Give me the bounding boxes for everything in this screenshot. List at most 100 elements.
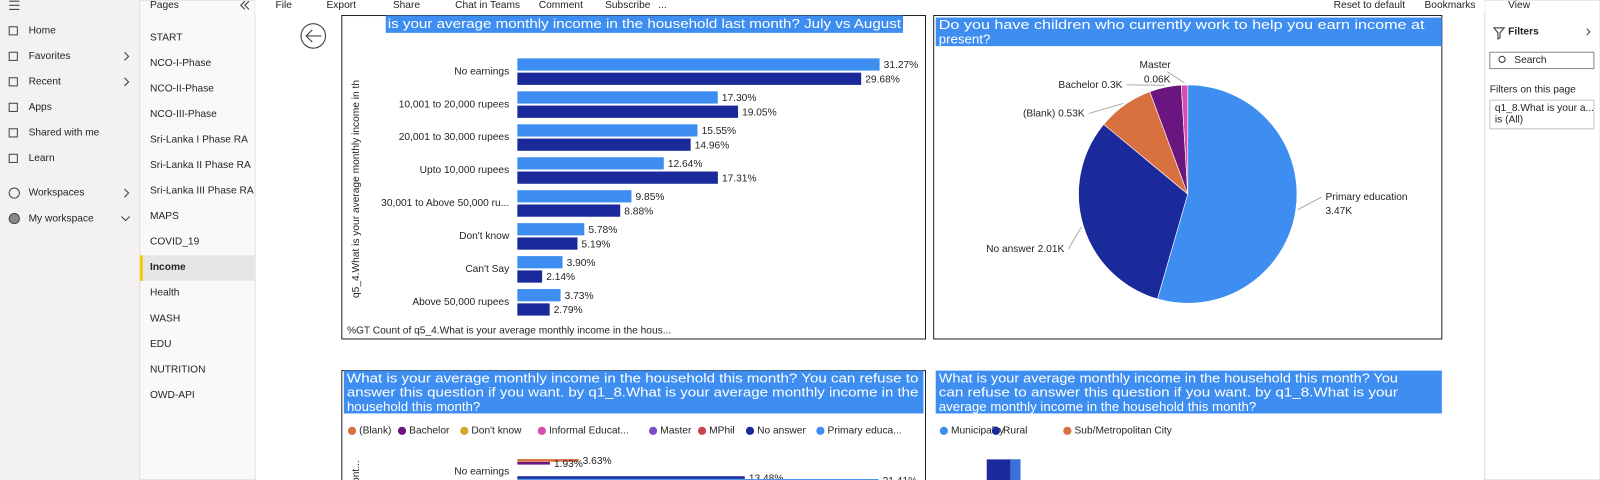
category-label: No earnings [454,66,509,77]
y-axis-title: q5_4.What is your average monthly income… [351,80,362,298]
legend-marker [648,426,658,435]
bar [517,171,718,184]
nav-item[interactable]: Shared with me [29,128,100,139]
legend-marker [397,426,407,435]
page-tab[interactable]: COVID_19 [150,237,200,248]
toolbar-button[interactable]: File [276,0,293,11]
filters-section: Filters on this page [1490,85,1576,96]
bar [517,124,698,137]
legend-label: Master [660,426,692,437]
page-tab[interactable]: WASH [150,313,180,324]
page-tab[interactable]: OWD-API [150,390,195,401]
leader-line [1088,102,1124,114]
title-bar [385,15,904,33]
legend-label: Primary educa... [828,426,902,437]
page-tab[interactable]: NUTRITION [150,364,205,375]
page-tab[interactable]: MAPS [150,211,179,222]
filter-card[interactable] [1489,99,1595,130]
chevron [124,188,130,198]
page-tab[interactable]: NCO-III-Phase [150,109,217,120]
nav-icon [8,26,18,36]
title-bar [935,17,1442,47]
nav-icon [8,77,18,87]
toolbar-button[interactable]: Share [393,0,421,11]
page-tab[interactable]: Sri-Lanka II Phase RA [150,160,251,171]
slice-label: Primary education [1326,192,1408,203]
filter-field: q1_8.What is your a... [1495,103,1594,114]
data-label: 9.85% [636,192,665,203]
toolbar-button[interactable]: Subscribe [605,0,651,11]
nav-item[interactable]: Workspaces [29,188,85,199]
nav-item[interactable]: Home [29,26,57,37]
data-label: 2.79% [554,305,583,316]
toolbar-button[interactable]: Export [327,0,357,11]
data-label: 21.41% [883,476,918,480]
column-fragment [1010,459,1021,480]
hamburger[interactable] [9,0,20,10]
slice-value: 3.47K [1326,206,1353,217]
legend-marker [745,426,755,435]
bar [517,105,739,118]
slice-category: (Blank) [1023,108,1055,119]
data-label: 13.48% [749,473,784,480]
nav-item[interactable]: My workspace [29,213,94,224]
chevron [124,51,130,61]
data-label: 5.78% [588,225,617,236]
legend-marker [537,426,546,435]
data-label: 29.68% [865,74,900,85]
bar [517,204,621,217]
nav-icon [8,153,18,163]
nav-item[interactable]: Recent [29,77,61,88]
x-axis-title: %GT Count of q5_4.What is your average m… [347,326,671,337]
filters-title: Filters [1508,27,1539,38]
bar [517,223,585,236]
toolbar-button[interactable]: View [1508,0,1531,11]
toolbar-button[interactable]: Bookmarks [1424,0,1475,11]
visual-title: is your average monthly income in the ho… [388,16,902,31]
nav-item[interactable]: Learn [29,153,55,164]
page-tab[interactable]: EDU [150,339,172,350]
y-axis-title: ont... [351,460,362,480]
slice-value: 0.53K [1058,108,1085,119]
collapse-filters[interactable] [1586,28,1591,36]
page-tab[interactable]: START [150,33,182,44]
collapse-pages[interactable] [240,0,250,10]
title-bar [935,370,1442,414]
bar [517,256,563,269]
search-box[interactable] [1489,51,1595,70]
data-label: 3.90% [567,258,596,269]
slice-label: (Blank) 0.53K [1023,108,1085,119]
pie-slice [1180,84,1189,195]
legend-marker [460,426,469,435]
data-label: 3.73% [565,291,594,302]
page-tab[interactable]: NCO-II-Phase [150,84,214,95]
data-label: 2.14% [546,272,575,283]
chevron [124,77,130,87]
toolbar-button[interactable]: Reset to default [1334,0,1406,11]
data-label: 1.93% [554,459,583,470]
page-tab[interactable]: Sri-Lanka III Phase RA [150,186,254,197]
data-label: 14.96% [695,140,730,151]
toolbar-button[interactable]: Comment [539,0,583,11]
page-tab[interactable]: Sri-Lanka I Phase RA [150,135,248,146]
visual-title: What is your average monthly income in t… [939,370,1398,385]
legend-marker [939,426,948,435]
back-button[interactable] [300,23,327,49]
page-tab[interactable]: Health [150,288,179,299]
category-label: No earnings [454,466,509,477]
visual-title: What is your average monthly income in t… [347,370,918,385]
legend-label: Bachelor [409,426,450,437]
left-rail [0,0,140,480]
toolbar-button[interactable]: Chat in Teams [455,0,520,11]
page-tab[interactable]: NCO-I-Phase [150,58,211,69]
bar [517,190,632,203]
nav-item[interactable]: Favorites [29,51,71,62]
legend-marker [1063,426,1072,435]
toolbar-button[interactable]: ... [658,0,667,11]
legend-marker [697,426,707,435]
category-label: 30,001 to Above 50,000 ru... [381,198,509,209]
page-tab[interactable]: Income [150,262,186,273]
nav-item[interactable]: Apps [29,102,52,113]
nav-icon [8,187,20,199]
